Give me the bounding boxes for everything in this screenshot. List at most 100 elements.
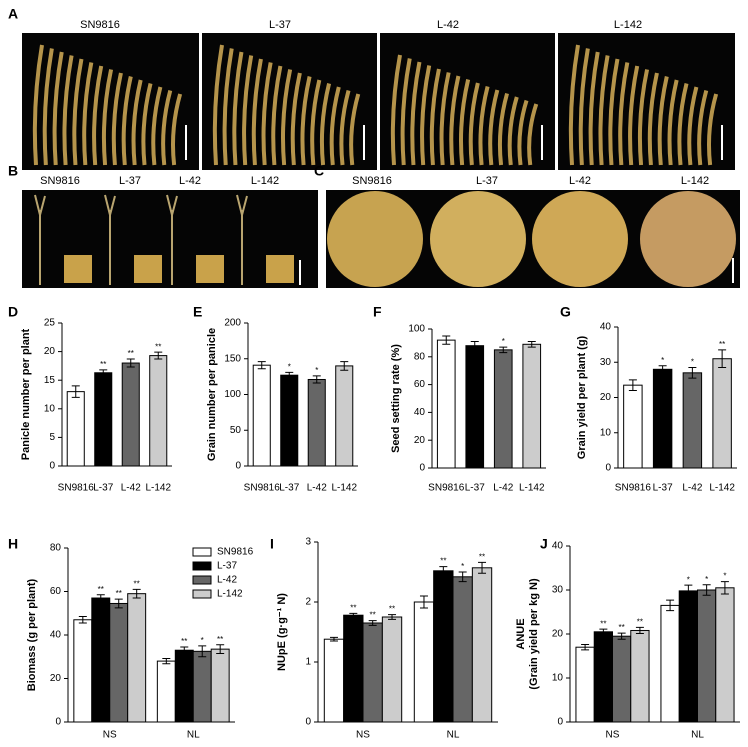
error-bar <box>257 361 266 370</box>
panicle <box>618 62 630 166</box>
panicle <box>588 51 600 166</box>
y-tick-label: 100 <box>224 389 241 400</box>
significance-mark: * <box>661 356 664 365</box>
y-tick-label: 3 <box>305 537 311 548</box>
x-tick-label: NL <box>691 730 704 741</box>
significance-mark: * <box>723 572 726 581</box>
error-bar <box>419 595 428 609</box>
panicle <box>400 58 412 166</box>
error-bar <box>458 571 467 583</box>
panicle <box>707 93 719 166</box>
bar <box>335 365 354 467</box>
error-bar <box>312 375 321 384</box>
y-tick-label: 60 <box>414 379 426 390</box>
significance-mark: ** <box>181 637 187 646</box>
bar <box>630 629 650 723</box>
x-tick-label: NL <box>187 730 200 741</box>
bar <box>436 339 456 469</box>
significance-mark: ** <box>155 342 161 351</box>
error-bar <box>658 365 667 374</box>
panicle <box>62 55 74 166</box>
photo-label: L-42 <box>179 175 201 187</box>
panicle <box>171 93 183 166</box>
panicle <box>141 83 153 166</box>
panicle <box>339 89 351 166</box>
legend-label: SN9816 <box>217 547 254 558</box>
legend-label: L-142 <box>217 589 243 600</box>
y-axis-label: Panicle number per plant <box>20 328 32 460</box>
y-axis-label: NUpE (g·g⁻¹ N) <box>276 593 288 671</box>
error-bar <box>126 358 135 368</box>
error-bar <box>617 632 626 640</box>
bar <box>381 616 403 723</box>
error-bar <box>688 367 697 379</box>
error-bar <box>499 346 508 354</box>
error-bar <box>628 379 637 391</box>
significance-mark: ** <box>350 604 356 613</box>
photo-label: L-142 <box>251 175 279 187</box>
photo-label: L-42 <box>569 175 591 187</box>
panicle <box>32 44 44 166</box>
x-tick-label: NL <box>447 730 460 741</box>
bar <box>323 638 345 723</box>
bar <box>433 570 454 723</box>
error-bar <box>718 349 727 369</box>
y-tick-label: 15 <box>44 375 56 386</box>
panicle <box>608 58 620 166</box>
y-axis-label: Seed setting rate (%) <box>390 344 402 453</box>
panicle <box>161 89 173 166</box>
bar <box>697 589 717 723</box>
bar <box>343 614 364 723</box>
error-bar <box>442 335 451 345</box>
y-tick-label: 10 <box>600 427 612 438</box>
panicle <box>578 48 590 166</box>
panel-letter: B <box>8 163 18 179</box>
panicle <box>72 58 84 166</box>
panicle <box>310 79 322 166</box>
y-tick-label: 1 <box>305 657 311 668</box>
photo-label: SN9816 <box>40 175 80 187</box>
bar <box>280 374 299 467</box>
error-bar <box>388 614 397 620</box>
significance-mark: ** <box>116 589 122 598</box>
significance-mark: ** <box>100 360 106 369</box>
error-bar <box>478 561 487 574</box>
bar <box>210 648 230 723</box>
legend-swatch <box>192 575 212 585</box>
y-tick-label: 40 <box>50 630 62 641</box>
panicle <box>598 55 610 166</box>
y-tick-label: 10 <box>552 673 564 684</box>
error-bar <box>702 584 711 596</box>
grain-pile <box>64 255 92 283</box>
error-bar <box>329 636 338 642</box>
y-tick-label: 40 <box>414 407 426 418</box>
x-tick-label: SN9816 <box>615 483 652 494</box>
y-tick-label: 2 <box>305 597 311 608</box>
x-tick-label: NS <box>103 730 117 741</box>
significance-mark: ** <box>479 553 485 562</box>
panicle <box>488 89 500 166</box>
x-tick-label: L-42 <box>493 483 513 494</box>
bar <box>465 345 485 469</box>
y-tick-label: 150 <box>224 353 241 364</box>
significance-mark: * <box>502 337 505 346</box>
panicle <box>242 55 254 166</box>
panicle <box>390 54 402 166</box>
photo-label: L-37 <box>119 175 141 187</box>
bar <box>652 368 673 469</box>
photo-label: L-142 <box>614 19 642 31</box>
panicle <box>101 69 114 166</box>
y-axis-label: Biomass (g per plant) <box>26 578 38 691</box>
significance-mark: * <box>691 358 694 367</box>
bar <box>149 355 168 467</box>
bar <box>715 587 735 723</box>
bar <box>127 593 147 723</box>
significance-mark: ** <box>600 619 606 628</box>
panicle <box>329 86 341 166</box>
significance-mark: ** <box>98 585 104 594</box>
x-tick-label: L-37 <box>93 483 113 494</box>
error-bar <box>368 620 377 626</box>
panicle <box>290 72 302 166</box>
error-bar <box>439 566 448 576</box>
panicle <box>222 48 234 166</box>
